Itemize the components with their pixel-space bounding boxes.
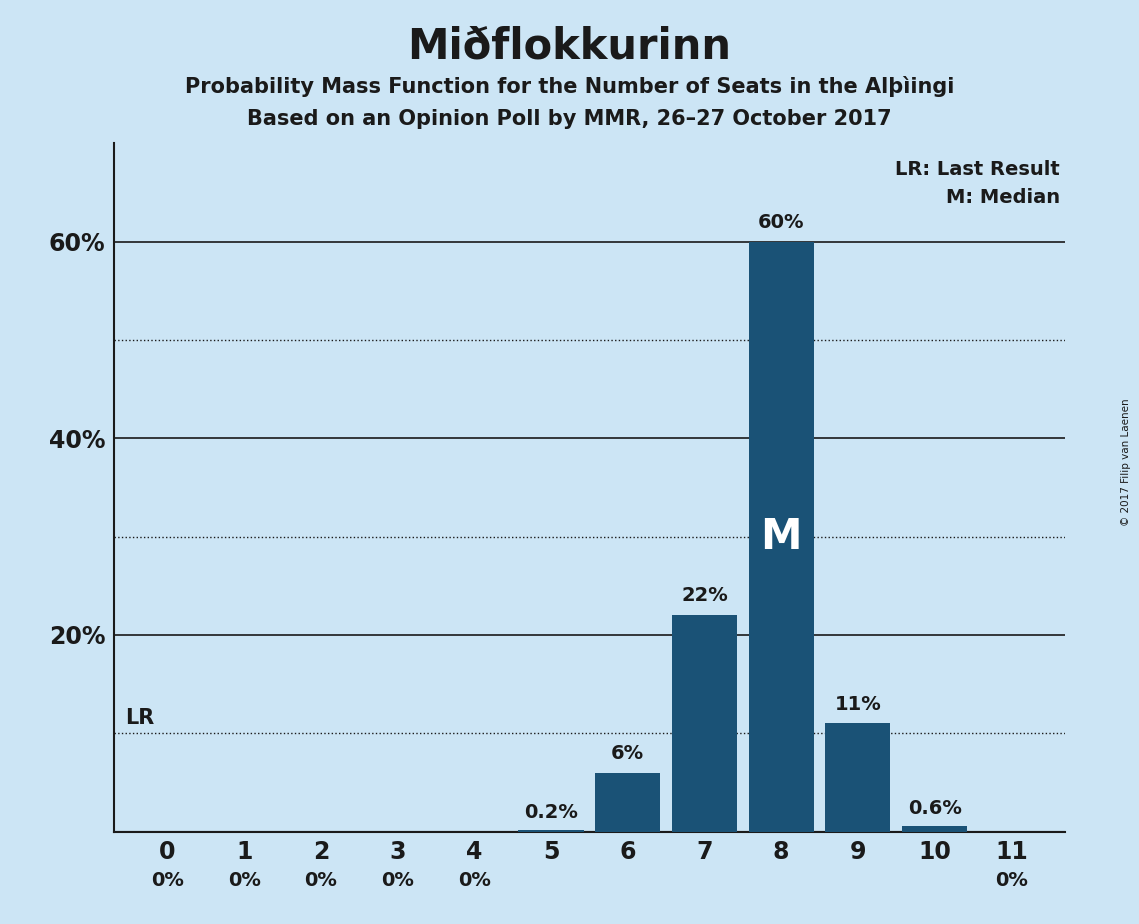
Text: LR: Last Result: LR: Last Result (895, 161, 1060, 179)
Text: 6%: 6% (612, 744, 645, 763)
Text: Based on an Opinion Poll by MMR, 26–27 October 2017: Based on an Opinion Poll by MMR, 26–27 O… (247, 109, 892, 129)
Text: Probability Mass Function for the Number of Seats in the Alþìingi: Probability Mass Function for the Number… (185, 76, 954, 97)
Text: Miðflokkurinn: Miðflokkurinn (408, 26, 731, 67)
Text: LR: LR (125, 709, 155, 728)
Text: 0.6%: 0.6% (908, 799, 961, 818)
Bar (518, 830, 583, 832)
Bar (672, 615, 737, 832)
Bar (902, 826, 967, 832)
Text: 0%: 0% (382, 871, 415, 890)
Text: 0%: 0% (304, 871, 337, 890)
Text: 0%: 0% (994, 871, 1027, 890)
Text: 0%: 0% (458, 871, 491, 890)
Bar (596, 772, 661, 832)
Bar (826, 723, 891, 832)
Text: 22%: 22% (681, 587, 728, 605)
Text: 0%: 0% (228, 871, 261, 890)
Text: 0.2%: 0.2% (524, 803, 577, 821)
Text: 0%: 0% (151, 871, 185, 890)
Bar (748, 241, 813, 832)
Text: 60%: 60% (757, 213, 804, 232)
Text: 11%: 11% (835, 695, 882, 713)
Text: M: M (761, 516, 802, 557)
Text: M: Median: M: Median (947, 188, 1060, 207)
Text: © 2017 Filip van Laenen: © 2017 Filip van Laenen (1121, 398, 1131, 526)
